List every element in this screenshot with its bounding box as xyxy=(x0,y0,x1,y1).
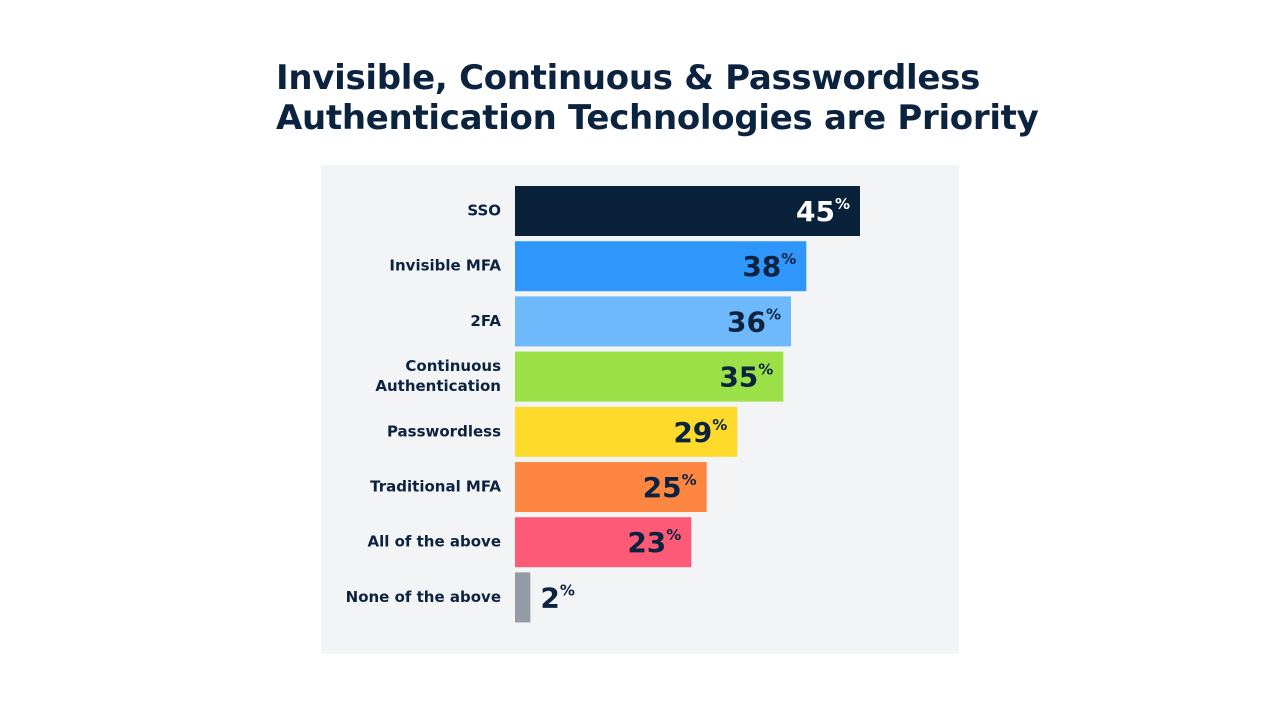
value-label-invisible-mfa: 38% xyxy=(742,250,796,283)
chart-title: Invisible, Continuous & Passwordless Aut… xyxy=(276,58,1039,138)
value-label-continuous-authentication: 35% xyxy=(719,361,773,394)
bar-passwordless xyxy=(515,406,738,457)
category-label-2fa: 2FA xyxy=(470,312,501,330)
category-label-all-of-the-above: All of the above xyxy=(367,533,501,551)
category-label-invisible-mfa: Invisible MFA xyxy=(389,257,501,275)
bar-all-of-the-above xyxy=(515,517,692,568)
bar-2fa xyxy=(515,296,791,347)
category-label-continuous-authentication-line-1: Continuous xyxy=(405,357,501,375)
category-label-traditional-mfa: Traditional MFA xyxy=(370,478,501,496)
bar-traditional-mfa xyxy=(515,462,707,512)
bar-invisible-mfa xyxy=(515,241,807,292)
category-label-sso: SSO xyxy=(467,202,501,220)
category-label-continuous-authentication-line-2: Authentication xyxy=(375,377,501,395)
bar-sso xyxy=(515,186,860,236)
bar-chart: SSO 45% Invisible MFA 38% 2FA 36% Continuous Au… xyxy=(346,186,860,623)
chart-title-line-1: Invisible, Continuous & Passwordless xyxy=(276,58,981,98)
value-label-passwordless: 29% xyxy=(673,416,727,449)
value-label-sso: 45% xyxy=(796,195,850,228)
category-label-passwordless: Passwordless xyxy=(387,422,501,440)
category-label-none-of-the-above: None of the above xyxy=(346,588,501,606)
value-label-none-of-the-above: 2% xyxy=(540,581,575,614)
bar-continuous-authentication xyxy=(515,351,784,402)
chart-panel: SSO 45% Invisible MFA 38% 2FA 36% Continuous Au… xyxy=(321,165,959,654)
chart-title-line-2: Authentication Technologies are Priority xyxy=(276,98,1039,138)
value-label-all-of-the-above: 23% xyxy=(627,526,681,559)
bar-none-of-the-above xyxy=(515,572,531,623)
value-label-traditional-mfa: 25% xyxy=(643,471,697,504)
value-label-2fa: 36% xyxy=(727,305,781,338)
